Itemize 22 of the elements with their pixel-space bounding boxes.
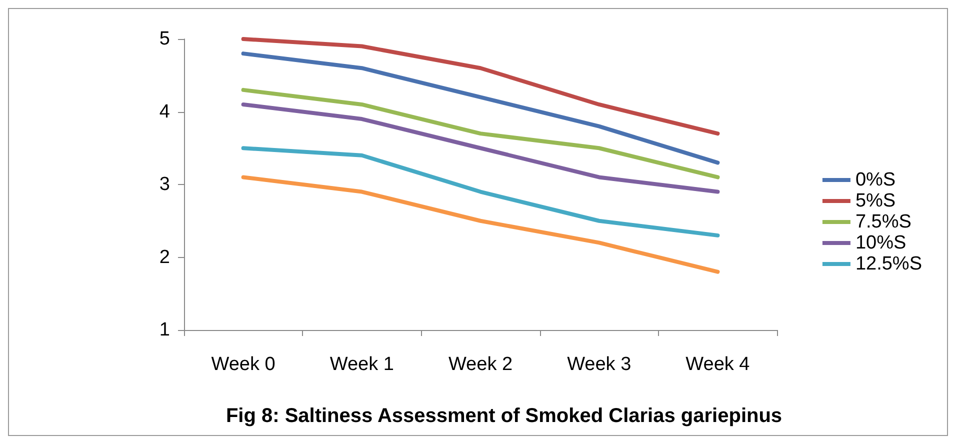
legend-label: 0%S	[855, 170, 896, 190]
y-tick-label: 3	[159, 174, 170, 195]
x-tick-label: Week 4	[686, 354, 750, 375]
legend-label: 12.5%S	[855, 254, 922, 274]
x-tick-label: Week 2	[448, 354, 513, 375]
legend-label: 7.5%S	[855, 212, 912, 232]
x-tick-label: Week 1	[330, 354, 394, 375]
x-tick-label: Week 0	[211, 354, 276, 375]
line-series	[241, 102, 720, 194]
y-tick-label: 1	[159, 320, 170, 340]
text: Fig 8: Saltiness Assessment of Smoked Clarias gariepinus	[226, 405, 782, 427]
legend-label: 10%S	[855, 232, 906, 254]
line-series	[241, 146, 720, 238]
line-series	[241, 175, 720, 274]
line-series	[241, 52, 720, 165]
line-series	[241, 37, 720, 136]
y-tick-label: 2	[159, 246, 170, 268]
line-series	[241, 88, 720, 180]
y-tick-label: 4	[159, 101, 170, 122]
y-tick-label: 5	[159, 28, 170, 50]
legend-label: 5%S	[855, 190, 896, 212]
x-tick-label: Week 3	[567, 354, 632, 375]
